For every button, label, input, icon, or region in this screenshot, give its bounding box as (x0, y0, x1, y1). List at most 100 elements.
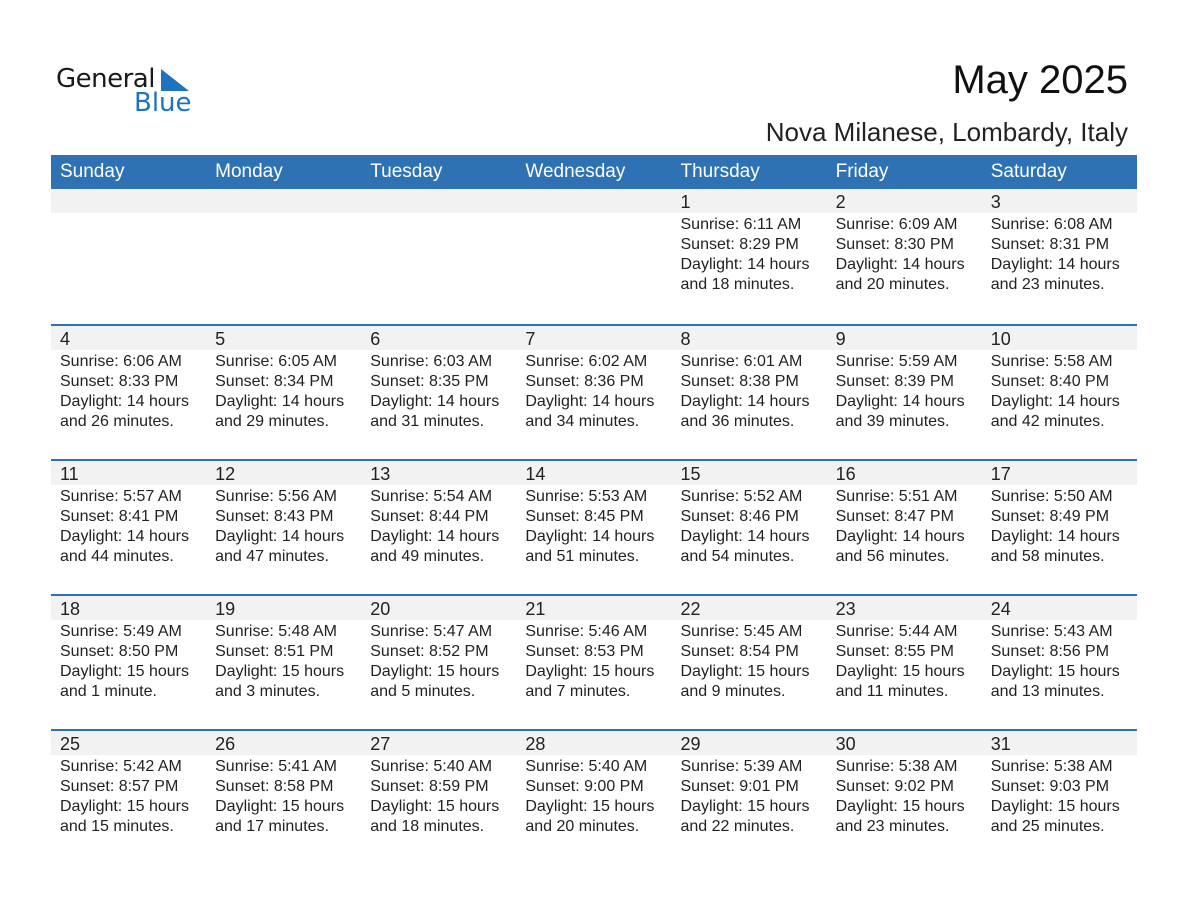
day-info: Sunrise: 5:42 AM Sunset: 8:57 PM Daylight:… (51, 755, 206, 837)
minutes-text: and 54 minutes. (680, 548, 795, 565)
day-cell-10: 10 Sunrise: 5:58 AM Sunset: 8:40 PM Dayligh… (981, 326, 1137, 459)
daylight-text: Daylight: 14 hours (60, 528, 189, 545)
minutes-text: and 15 minutes. (60, 818, 174, 835)
sunrise-text: Sunrise: 5:40 AM (370, 758, 493, 775)
day-cell-16: 16 Sunrise: 5:51 AM Sunset: 8:47 PM Dayligh… (826, 461, 982, 594)
sunset-text: Sunset: 8:39 PM (835, 373, 954, 390)
general-blue-logo: General Blue (56, 64, 196, 120)
minutes-text: and 17 minutes. (215, 818, 329, 835)
day-info: Sunrise: 6:08 AM Sunset: 8:31 PM Daylight:… (982, 213, 1137, 295)
day-info: Sunrise: 6:01 AM Sunset: 8:38 PM Daylight:… (672, 350, 827, 432)
day-info: Sunrise: 5:47 AM Sunset: 8:52 PM Daylight:… (361, 620, 516, 702)
day-number: 3 (981, 189, 1137, 213)
day-info: Sunrise: 6:05 AM Sunset: 8:34 PM Daylight:… (206, 350, 361, 432)
minutes-text: and 39 minutes. (835, 413, 950, 430)
day-number: 1 (671, 189, 827, 213)
daylight-text: Daylight: 15 hours (60, 663, 189, 680)
day-number: 18 (51, 596, 207, 620)
weekday-sunday: Sunday (60, 161, 125, 182)
sunset-text: Sunset: 8:52 PM (370, 643, 489, 660)
day-number: 17 (981, 461, 1137, 485)
sunset-text: Sunset: 8:36 PM (525, 373, 644, 390)
sunset-text: Sunset: 8:41 PM (60, 508, 179, 525)
day-number (361, 189, 517, 213)
day-info: Sunrise: 5:39 AM Sunset: 9:01 PM Daylight:… (672, 755, 827, 837)
day-number: 23 (826, 596, 982, 620)
day-cell-25: 25 Sunrise: 5:42 AM Sunset: 8:57 PM Dayligh… (51, 731, 207, 864)
day-number: 13 (361, 461, 517, 485)
sunset-text: Sunset: 8:45 PM (525, 508, 644, 525)
daylight-text: Daylight: 14 hours (60, 393, 189, 410)
daylight-text: Daylight: 14 hours (370, 528, 500, 545)
day-cell-31: 31 Sunrise: 5:38 AM Sunset: 9:03 PM Dayligh… (981, 731, 1137, 864)
daylight-text: Daylight: 14 hours (680, 528, 810, 545)
minutes-text: and 44 minutes. (60, 548, 174, 565)
minutes-text: and 20 minutes. (835, 276, 950, 293)
day-info: Sunrise: 5:57 AM Sunset: 8:41 PM Daylight:… (51, 485, 206, 567)
minutes-text: and 18 minutes. (680, 276, 795, 293)
day-cell-11: 11 Sunrise: 5:57 AM Sunset: 8:41 PM Dayligh… (51, 461, 207, 594)
day-cell-2: 2 Sunrise: 6:09 AM Sunset: 8:30 PM Daylight… (826, 189, 982, 324)
day-number: 12 (206, 461, 362, 485)
day-info: Sunrise: 5:48 AM Sunset: 8:51 PM Daylight:… (206, 620, 361, 702)
sunset-text: Sunset: 8:43 PM (215, 508, 334, 525)
minutes-text: and 11 minutes. (835, 683, 949, 700)
sunrise-text: Sunrise: 5:51 AM (835, 488, 958, 505)
sunrise-text: Sunrise: 5:56 AM (215, 488, 337, 505)
minutes-text: and 7 minutes. (525, 683, 631, 700)
day-number: 19 (206, 596, 362, 620)
sunset-text: Sunset: 8:51 PM (215, 643, 334, 660)
day-number: 20 (361, 596, 517, 620)
empty-day-cell (51, 189, 207, 324)
day-cell-28: 28 Sunrise: 5:40 AM Sunset: 9:00 PM Dayligh… (516, 731, 672, 864)
minutes-text: and 20 minutes. (525, 818, 640, 835)
minutes-text: and 51 minutes. (525, 548, 640, 565)
sunset-text: Sunset: 8:35 PM (370, 373, 489, 390)
sunrise-text: Sunrise: 6:03 AM (370, 353, 493, 370)
daylight-text: Daylight: 15 hours (680, 663, 810, 680)
day-info: Sunrise: 5:59 AM Sunset: 8:39 PM Daylight:… (827, 350, 982, 432)
sunrise-text: Sunrise: 5:49 AM (60, 623, 182, 640)
minutes-text: and 3 minutes. (215, 683, 321, 700)
sunset-text: Sunset: 9:01 PM (680, 778, 799, 795)
sunset-text: Sunset: 8:30 PM (835, 236, 954, 253)
daylight-text: Daylight: 15 hours (60, 798, 189, 815)
sunrise-text: Sunrise: 6:06 AM (60, 353, 182, 370)
day-number: 4 (51, 326, 207, 350)
day-cell-14: 14 Sunrise: 5:53 AM Sunset: 8:45 PM Dayligh… (516, 461, 672, 594)
minutes-text: and 29 minutes. (215, 413, 329, 430)
daylight-text: Daylight: 14 hours (215, 528, 345, 545)
day-cell-17: 17 Sunrise: 5:50 AM Sunset: 8:49 PM Dayligh… (981, 461, 1137, 594)
sunset-text: Sunset: 8:40 PM (990, 373, 1110, 390)
day-cell-7: 7 Sunrise: 6:02 AM Sunset: 8:36 PM Daylight… (516, 326, 672, 459)
day-cell-29: 29 Sunrise: 5:39 AM Sunset: 9:01 PM Dayligh… (671, 731, 827, 864)
day-cell-27: 27 Sunrise: 5:40 AM Sunset: 8:59 PM Dayligh… (361, 731, 517, 864)
daylight-text: Daylight: 15 hours (680, 798, 810, 815)
day-cell-22: 22 Sunrise: 5:45 AM Sunset: 8:54 PM Dayligh… (671, 596, 827, 729)
day-info: Sunrise: 5:52 AM Sunset: 8:46 PM Daylight:… (672, 485, 827, 567)
sunrise-text: Sunrise: 5:44 AM (835, 623, 958, 640)
minutes-text: and 31 minutes. (370, 413, 485, 430)
calendar: Sunday Monday Tuesday Wednesday Thursday Frid… (51, 155, 1137, 864)
week-row: 1 Sunrise: 6:11 AM Sunset: 8:29 PM Daylight… (51, 189, 1137, 324)
daylight-text: Daylight: 14 hours (525, 528, 655, 545)
minutes-text: and 26 minutes. (60, 413, 174, 430)
sunrise-text: Sunrise: 5:58 AM (990, 353, 1113, 370)
sunset-text: Sunset: 9:00 PM (525, 778, 644, 795)
sunset-text: Sunset: 9:02 PM (835, 778, 954, 795)
logo-text-general: General (56, 64, 155, 94)
day-number: 21 (516, 596, 672, 620)
sunrise-text: Sunrise: 5:57 AM (60, 488, 182, 505)
day-info: Sunrise: 5:40 AM Sunset: 9:00 PM Daylight:… (516, 755, 671, 837)
day-cell-8: 8 Sunrise: 6:01 AM Sunset: 8:38 PM Daylight… (671, 326, 827, 459)
day-number: 27 (361, 731, 517, 755)
minutes-text: and 23 minutes. (990, 276, 1105, 293)
sunrise-text: Sunrise: 5:46 AM (525, 623, 648, 640)
sunrise-text: Sunrise: 5:39 AM (680, 758, 803, 775)
sunrise-text: Sunrise: 5:38 AM (990, 758, 1113, 775)
minutes-text: and 47 minutes. (215, 548, 329, 565)
sunrise-text: Sunrise: 5:41 AM (215, 758, 337, 775)
sunset-text: Sunset: 9:03 PM (990, 778, 1110, 795)
minutes-text: and 42 minutes. (990, 413, 1105, 430)
day-number: 11 (51, 461, 207, 485)
